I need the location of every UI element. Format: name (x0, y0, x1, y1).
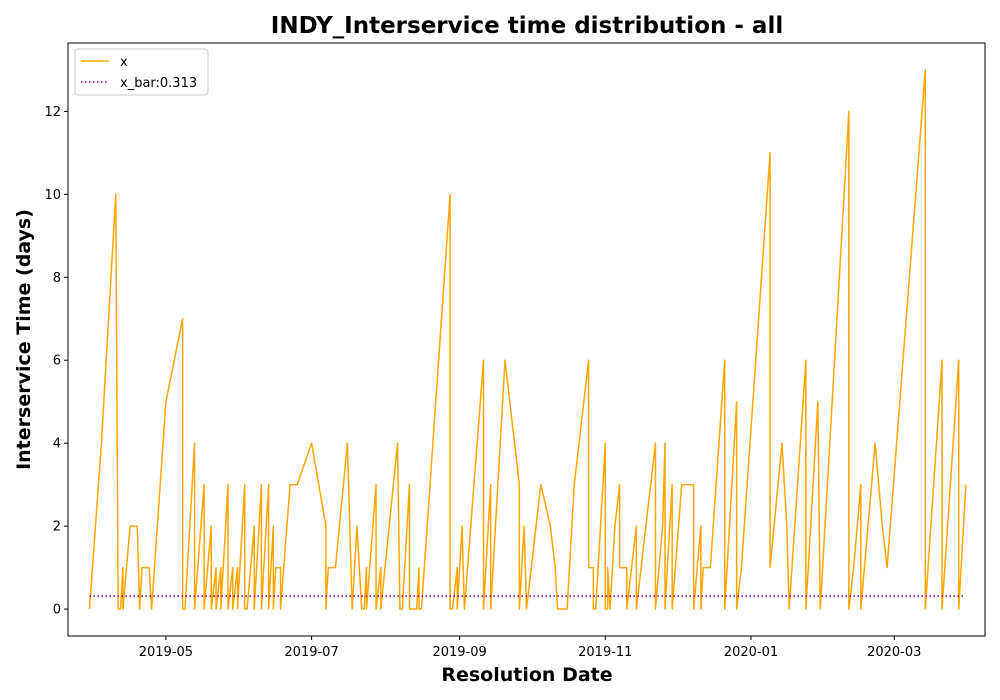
y-tick-label: 4 (53, 437, 61, 452)
legend-label-series-x: x (120, 55, 128, 70)
y-axis-label: Interservice Time (days) (13, 209, 35, 470)
x-tick-label: 2019-05 (139, 645, 193, 660)
plot-frame (67, 42, 986, 637)
y-tick-label: 10 (44, 188, 61, 203)
y-tick-label: 0 (53, 603, 61, 618)
x-tick-label: 2019-11 (578, 645, 632, 660)
y-tick-label: 12 (44, 105, 61, 120)
chart-title: INDY_Interservice time distribution - al… (271, 13, 783, 39)
x-axis-label: Resolution Date (441, 664, 612, 686)
plot-area (88, 69, 967, 610)
legend-label-mean: x_bar:0.313 (120, 76, 197, 91)
y-tick-label: 6 (53, 354, 61, 369)
x-tick-label: 2019-07 (284, 645, 338, 660)
x-tick-label: 2020-03 (867, 645, 921, 660)
y-tick-label: 8 (53, 271, 61, 286)
x-tick-label: 2019-09 (432, 645, 486, 660)
x-tick-label: 2020-01 (724, 645, 778, 660)
legend: x x_bar:0.313 (74, 48, 209, 96)
series-line-x (88, 69, 967, 610)
axis-ticks: 0 2 4 6 8 10 12 2019-05 2019-07 2019-09 2019-11 202… (44, 105, 921, 660)
y-tick-label: 2 (53, 520, 61, 535)
